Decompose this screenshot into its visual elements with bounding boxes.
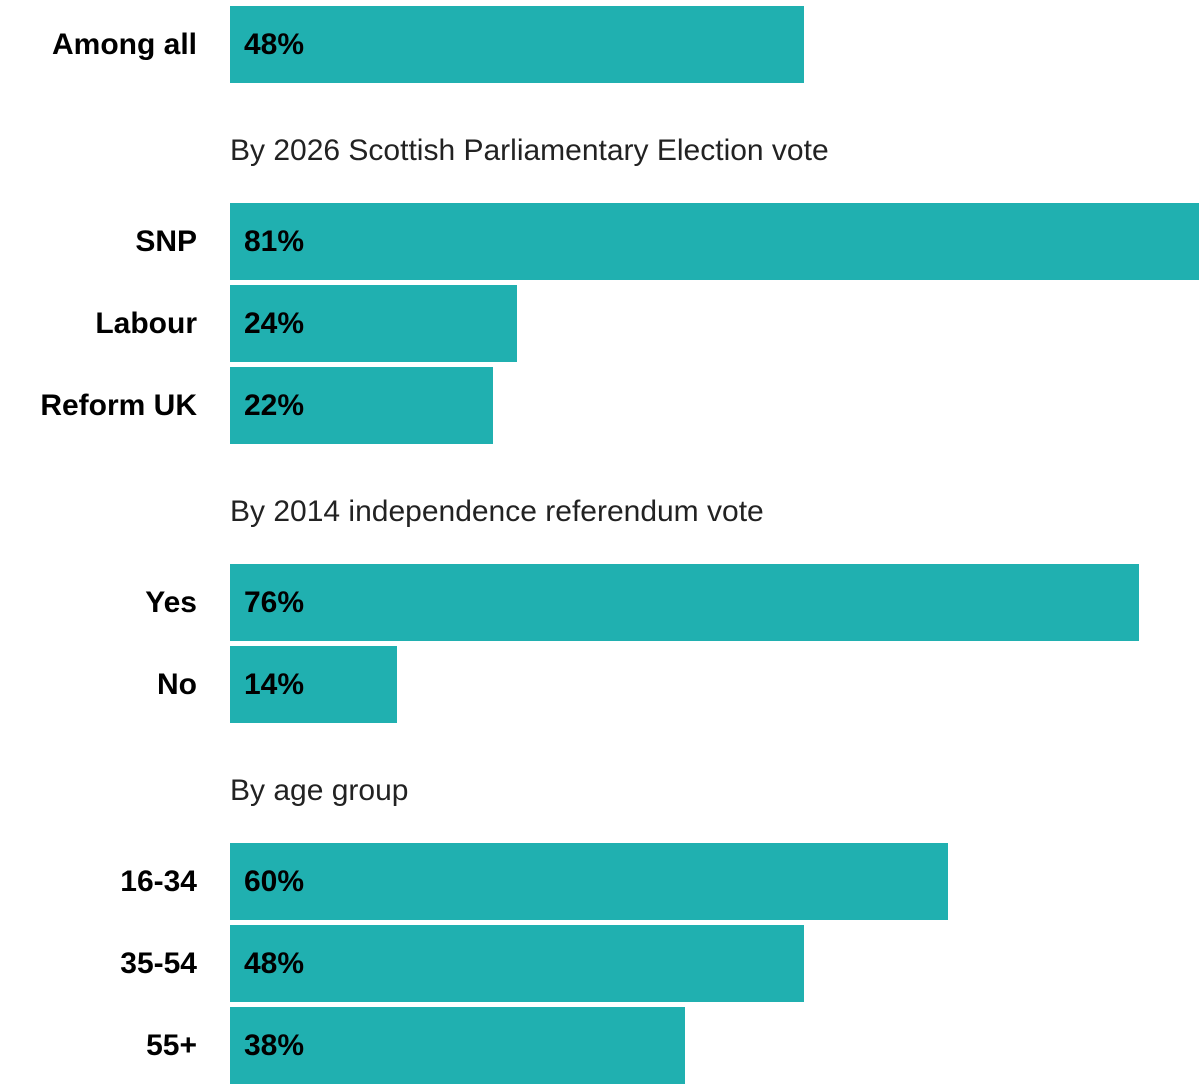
category-label: Among all <box>51 27 197 61</box>
bar-value-label: 38% <box>244 1028 305 1062</box>
bar-value-label: 76% <box>244 585 305 619</box>
bar-value-label: 48% <box>244 946 305 980</box>
group-title: By 2014 independence referendum vote <box>230 495 764 528</box>
bar-55-: 38% <box>230 1007 685 1084</box>
category-label: No <box>157 667 197 701</box>
bar-value-label: 81% <box>244 224 305 258</box>
bar-labour: 24% <box>230 285 517 362</box>
bar-value-label: 24% <box>244 306 305 340</box>
bar-reform-uk: 22% <box>230 367 493 444</box>
category-label: 55+ <box>146 1028 197 1062</box>
category-label: 16-34 <box>120 864 197 898</box>
group-title: By age group <box>230 774 409 807</box>
bar-value-label: 48% <box>244 27 305 61</box>
bar-value-label: 60% <box>244 864 305 898</box>
category-label: Yes <box>145 585 197 619</box>
bar-yes: 76% <box>230 564 1139 641</box>
bar-chart: 48% Among all By 2026 Scottish Parliamenta… <box>40 6 1199 1084</box>
bar-among-all: 48% <box>230 6 804 83</box>
bar-no: 14% <box>230 646 397 723</box>
category-label: SNP <box>135 224 197 258</box>
bar-value-label: 14% <box>244 667 305 701</box>
bar-16-34: 60% <box>230 843 948 920</box>
category-label: Labour <box>95 306 197 340</box>
category-label: Reform UK <box>40 388 197 422</box>
bar-value-label: 22% <box>244 388 305 422</box>
group-title: By 2026 Scottish Parliamentary Election … <box>230 134 829 167</box>
category-label: 35-54 <box>120 946 197 980</box>
bar-35-54: 48% <box>230 925 804 1002</box>
bar-snp: 81% <box>230 203 1199 280</box>
